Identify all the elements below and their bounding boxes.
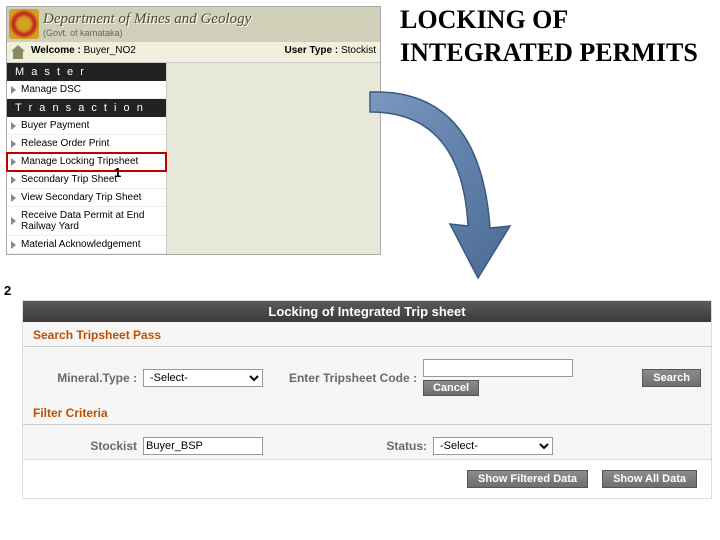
sidebar-item-label: Secondary Trip Sheet xyxy=(21,174,117,185)
sidebar-item-label: Receive Data Permit at End Railway Yard xyxy=(21,210,162,232)
welcome-user: Buyer_NO2 xyxy=(84,45,136,56)
stockist-input[interactable] xyxy=(143,437,263,455)
dept-title: Department of Mines and Geology xyxy=(43,11,251,28)
sidebar-item-manage-locking-tripsheet[interactable]: Manage Locking Tripsheet xyxy=(7,153,166,171)
chevron-right-icon xyxy=(11,140,16,148)
app-header: Department of Mines and Geology (Govt. o… xyxy=(7,7,380,41)
usertype-text: User Type : Stockist xyxy=(284,45,376,59)
section-header-search: Search Tripsheet Pass xyxy=(23,322,711,344)
status-label: Status: xyxy=(263,439,433,453)
sidebar-item-manage-dsc[interactable]: Manage DSC xyxy=(7,81,166,99)
sidebar-item-label: Manage DSC xyxy=(21,84,81,95)
code-input-group: Cancel xyxy=(423,359,573,396)
gov-app-window: Department of Mines and Geology (Govt. o… xyxy=(6,6,381,255)
sidebar-item-secondary-trip-sheet[interactable]: Secondary Trip Sheet xyxy=(7,171,166,189)
sidebar-item-label: Buyer Payment xyxy=(21,120,89,131)
title-line1: LOCKING OF xyxy=(400,4,710,37)
mineral-type-select[interactable]: -Select- xyxy=(143,369,263,387)
welcome-label: Welcome : xyxy=(31,45,81,56)
locking-form-panel: Locking of Integrated Trip sheet Search … xyxy=(22,300,712,499)
section-header-filter: Filter Criteria xyxy=(23,400,711,422)
usertype-label: User Type : xyxy=(284,45,338,56)
sidebar-item-material-acknowledgement[interactable]: Material Acknowledgement xyxy=(7,236,166,254)
sidebar: M a s t e r Manage DSC T r a n s a c t i… xyxy=(7,63,167,254)
cancel-button[interactable]: Cancel xyxy=(423,380,479,396)
bottom-button-bar: Show Filtered Data Show All Data xyxy=(23,459,711,498)
sidebar-item-label: Release Order Print xyxy=(21,138,109,149)
sidebar-header-master: M a s t e r xyxy=(7,63,166,81)
divider xyxy=(23,424,711,425)
mineral-type-label: Mineral.Type : xyxy=(33,371,143,385)
filter-row: Stockist Status: -Select- xyxy=(23,433,711,459)
app-body: M a s t e r Manage DSC T r a n s a c t i… xyxy=(7,63,380,254)
tripsheet-code-input[interactable] xyxy=(423,359,573,377)
slide-title: LOCKING OF INTEGRATED PERMITS xyxy=(400,4,710,69)
sidebar-item-buyer-payment[interactable]: Buyer Payment xyxy=(7,117,166,135)
chevron-right-icon xyxy=(11,194,16,202)
stockist-label: Stockist xyxy=(33,439,143,453)
step-annotation-1: 1 xyxy=(114,165,121,180)
sidebar-item-label: Material Acknowledgement xyxy=(21,239,141,250)
show-all-button[interactable]: Show All Data xyxy=(602,470,697,488)
sidebar-item-label: View Secondary Trip Sheet xyxy=(21,192,141,203)
chevron-right-icon xyxy=(11,176,16,184)
search-button[interactable]: Search xyxy=(642,369,701,387)
divider xyxy=(23,346,711,347)
dept-title-block: Department of Mines and Geology (Govt. o… xyxy=(43,11,251,38)
panel-title: Locking of Integrated Trip sheet xyxy=(23,301,711,322)
step-annotation-2: 2 xyxy=(4,283,11,298)
sidebar-item-view-secondary-trip-sheet[interactable]: View Secondary Trip Sheet xyxy=(7,189,166,207)
chevron-right-icon xyxy=(11,86,16,94)
home-icon[interactable] xyxy=(11,45,25,59)
sidebar-item-release-order-print[interactable]: Release Order Print xyxy=(7,135,166,153)
welcome-text: Welcome : Buyer_NO2 xyxy=(31,45,284,59)
sidebar-header-transaction: T r a n s a c t i o n xyxy=(7,99,166,117)
search-row: Mineral.Type : -Select- Enter Tripsheet … xyxy=(23,355,711,400)
chevron-right-icon xyxy=(11,217,16,225)
chevron-right-icon xyxy=(11,122,16,130)
curved-arrow-icon xyxy=(350,78,540,298)
sidebar-item-receive-data-permit[interactable]: Receive Data Permit at End Railway Yard xyxy=(7,207,166,236)
chevron-right-icon xyxy=(11,241,16,249)
title-line2: INTEGRATED PERMITS xyxy=(400,37,710,70)
status-select[interactable]: -Select- xyxy=(433,437,553,455)
welcome-bar: Welcome : Buyer_NO2 User Type : Stockist xyxy=(7,41,380,63)
dept-subtitle: (Govt. of karnataka) xyxy=(43,28,251,38)
show-filtered-button[interactable]: Show Filtered Data xyxy=(467,470,588,488)
usertype-value: Stockist xyxy=(341,45,376,56)
tripsheet-code-label: Enter Tripsheet Code : xyxy=(263,371,423,385)
state-emblem-icon xyxy=(9,9,39,39)
chevron-right-icon xyxy=(11,158,16,166)
